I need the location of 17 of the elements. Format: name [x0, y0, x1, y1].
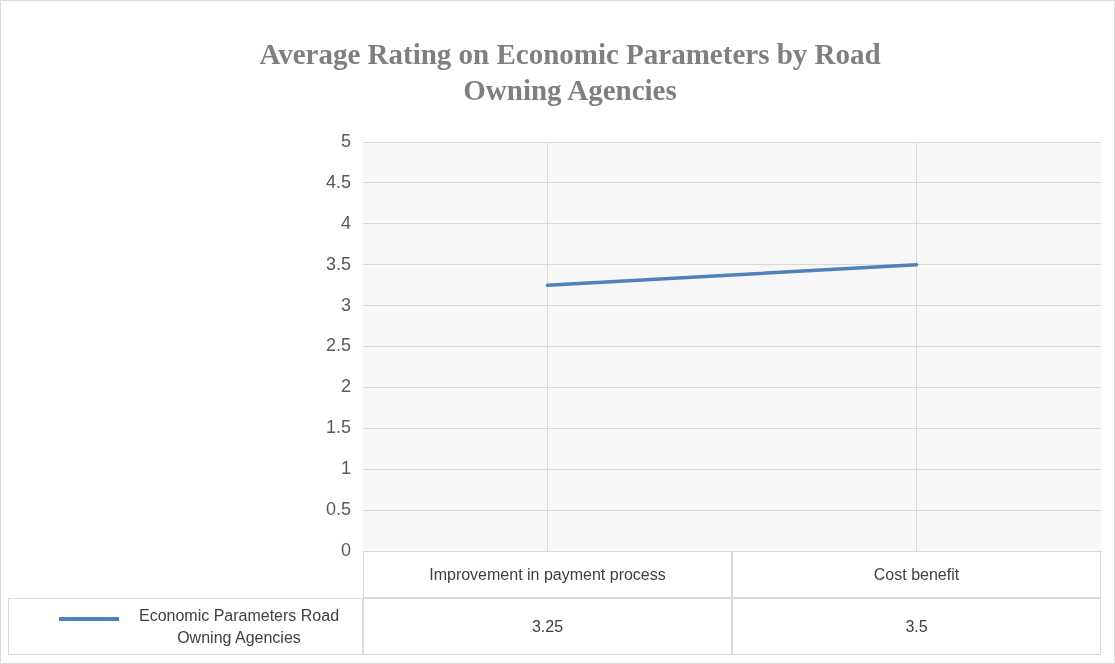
x-tick-label: Cost benefit	[732, 551, 1101, 598]
y-tick-label: 5	[340, 130, 351, 151]
y-tick-label: 3	[340, 294, 351, 315]
x-tick-label: Improvement in payment process	[363, 551, 732, 598]
chart-title: Average Rating on Economic Parameters by Road Owning Agencies	[258, 37, 882, 108]
y-tick-label: 1	[340, 458, 351, 479]
y-tick-label: 2.5	[325, 335, 351, 356]
y-tick-label: 3.5	[325, 253, 351, 274]
y-tick-label: 0.5	[325, 499, 351, 520]
data-label: 3.5	[732, 598, 1101, 655]
y-tick-label: 1.5	[325, 417, 351, 438]
y-tick-label: 4	[340, 212, 351, 233]
y-tick-label: 4.5	[325, 171, 351, 192]
data-label: 3.25	[363, 598, 732, 655]
y-tick-label: 2	[340, 376, 351, 397]
legend-label: Economic Parameters Road Owning Agencies	[137, 605, 341, 648]
y-tick-label: 0	[340, 539, 351, 560]
